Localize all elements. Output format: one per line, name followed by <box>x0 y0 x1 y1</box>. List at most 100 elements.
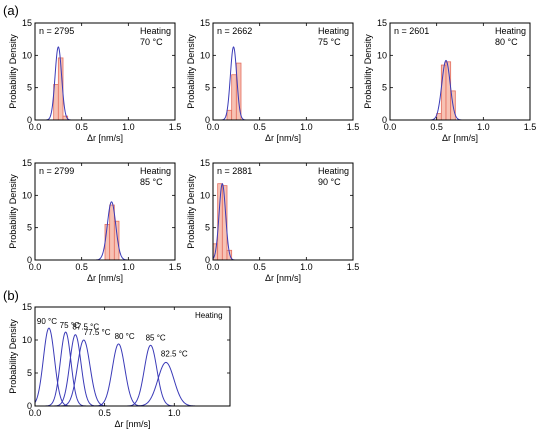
y-tick-label: 5 <box>205 223 210 233</box>
histogram-bar <box>231 74 237 121</box>
gaussian-fit-line <box>93 201 130 261</box>
y-tick-label: 5 <box>27 83 32 93</box>
chart-panel-a-2: 0 5 10 15 0.0 0.5 1.0 1.5 Δr [nm/s] Probability D… <box>186 18 359 143</box>
y-tick-label: 10 <box>22 335 32 345</box>
x-axis-label: Δr [nm/s] <box>265 133 301 143</box>
x-tick-label: 1.0 <box>300 262 313 272</box>
x-tick-label: 1.5 <box>169 122 182 132</box>
y-tick-label: 0 <box>27 401 32 411</box>
y-tick-label: 15 <box>200 158 210 168</box>
plot-frame <box>34 162 176 261</box>
charts-container: 0 5 10 15 0.0 0.5 1.0 1.5 Δr [nm/s] Probability D… <box>8 18 536 429</box>
sample-count-label: n = 2881 <box>217 166 252 176</box>
y-tick-label: 10 <box>377 50 387 60</box>
x-tick-label: 0.5 <box>430 122 443 132</box>
y-axis-label: Probability Density <box>8 174 18 249</box>
condition-label: 80 °C <box>495 37 518 47</box>
chart-panel-a-4: 0 5 10 15 0.0 0.5 1.0 1.5 Δr [nm/s] Probability D… <box>8 158 181 283</box>
y-tick-label: 15 <box>22 302 32 312</box>
series-line <box>51 334 99 407</box>
chart-panel-a-3: 0 5 10 15 0.0 0.5 1.0 1.5 Δr [nm/s] Probability D… <box>363 18 536 143</box>
histogram-bar <box>113 220 120 261</box>
chart-panel-a-5: 0 5 10 15 0.0 0.5 1.0 1.5 Δr [nm/s] Probability D… <box>186 158 359 283</box>
y-tick-label: 10 <box>200 50 210 60</box>
x-tick-label: 1.0 <box>168 408 181 418</box>
series-line <box>57 339 111 407</box>
x-tick-label: 0.5 <box>75 122 88 132</box>
x-tick-label: 1.0 <box>300 122 313 132</box>
series-line <box>124 344 177 407</box>
x-axis-label: Δr [nm/s] <box>87 133 123 143</box>
x-tick-label: 1.0 <box>122 122 135 132</box>
y-tick-label: 5 <box>382 83 387 93</box>
y-axis-label: Probability Density <box>186 34 196 109</box>
y-tick-label: 5 <box>27 368 32 378</box>
x-tick-label: 0.5 <box>253 262 266 272</box>
condition-label: Heating <box>495 26 526 36</box>
series-label: 90 °C <box>37 317 57 326</box>
x-tick-label: 0.0 <box>29 122 42 132</box>
x-tick-label: 1.0 <box>122 262 135 272</box>
sample-count-label: n = 2799 <box>39 166 74 176</box>
x-tick-label: 0.0 <box>29 262 42 272</box>
y-tick-label: 0 <box>205 115 210 125</box>
panel-label-b: (b) <box>3 288 19 303</box>
y-tick-label: 15 <box>377 18 387 28</box>
sample-count-label: n = 2662 <box>217 26 252 36</box>
gaussian-fit-line <box>212 183 237 261</box>
histogram-bar <box>440 64 447 121</box>
y-axis-label: Probability Density <box>186 174 196 249</box>
series-label: 77.5 °C <box>84 328 111 337</box>
y-axis-label: Probability Density <box>8 319 18 394</box>
plot-frame <box>34 22 176 121</box>
y-tick-label: 0 <box>27 255 32 265</box>
x-tick-label: 1.5 <box>347 122 360 132</box>
x-tick-label: 1.5 <box>347 262 360 272</box>
gaussian-fit-line <box>428 59 464 121</box>
condition-label: Heating <box>140 26 171 36</box>
y-axis-label: Probability Density <box>8 34 18 109</box>
y-tick-label: 10 <box>200 190 210 200</box>
plot-frame <box>34 306 231 407</box>
series-label: 85 °C <box>146 333 166 342</box>
gaussian-fit-line <box>220 46 247 121</box>
chart-panel-b: 90 °C 75 °C87.5 °C77.5 °C 80 °C 85 °C 82.5 °… <box>8 302 231 429</box>
sample-count-label: n = 2795 <box>39 26 74 36</box>
y-tick-label: 5 <box>27 223 32 233</box>
series-label: 87.5 °C <box>72 323 99 332</box>
histogram-bar <box>226 109 233 121</box>
chart-panel-a-1: 0 5 10 15 0.0 0.5 1.0 1.5 Δr [nm/s] Probability D… <box>8 18 181 143</box>
histogram-bar <box>104 224 111 261</box>
x-tick-label: 0.0 <box>207 262 220 272</box>
y-tick-label: 0 <box>27 115 32 125</box>
x-tick-label: 0.0 <box>207 122 220 132</box>
condition-label: Heating <box>318 166 349 176</box>
x-axis-label: Δr [nm/s] <box>265 273 301 283</box>
plot-frame <box>389 22 531 121</box>
x-tick-label: 0.0 <box>384 122 397 132</box>
x-tick-label: 0.0 <box>29 408 42 418</box>
y-tick-label: 10 <box>22 50 32 60</box>
x-axis-label: Δr [nm/s] <box>442 133 478 143</box>
x-axis-label: Δr [nm/s] <box>87 273 123 283</box>
condition-label: 70 °C <box>140 37 163 47</box>
series-line <box>132 361 200 407</box>
y-tick-label: 15 <box>22 18 32 28</box>
series-line <box>43 331 88 407</box>
x-axis-label: Δr [nm/s] <box>114 419 150 429</box>
y-tick-label: 10 <box>22 190 32 200</box>
y-tick-label: 0 <box>205 255 210 265</box>
plot-frame <box>212 22 354 121</box>
condition-label: 75 °C <box>318 37 341 47</box>
y-tick-label: 5 <box>205 83 210 93</box>
sample-count-label: n = 2601 <box>394 26 429 36</box>
gaussian-fit-line <box>44 46 73 121</box>
condition-label: 90 °C <box>318 177 341 187</box>
y-tick-label: 15 <box>200 18 210 28</box>
histogram-bar <box>109 204 115 261</box>
condition-label: Heating <box>195 311 223 320</box>
series-label: 75 °C <box>60 321 80 330</box>
x-tick-label: 0.5 <box>75 262 88 272</box>
x-tick-label: 1.5 <box>524 122 537 132</box>
x-tick-label: 0.5 <box>98 408 111 418</box>
